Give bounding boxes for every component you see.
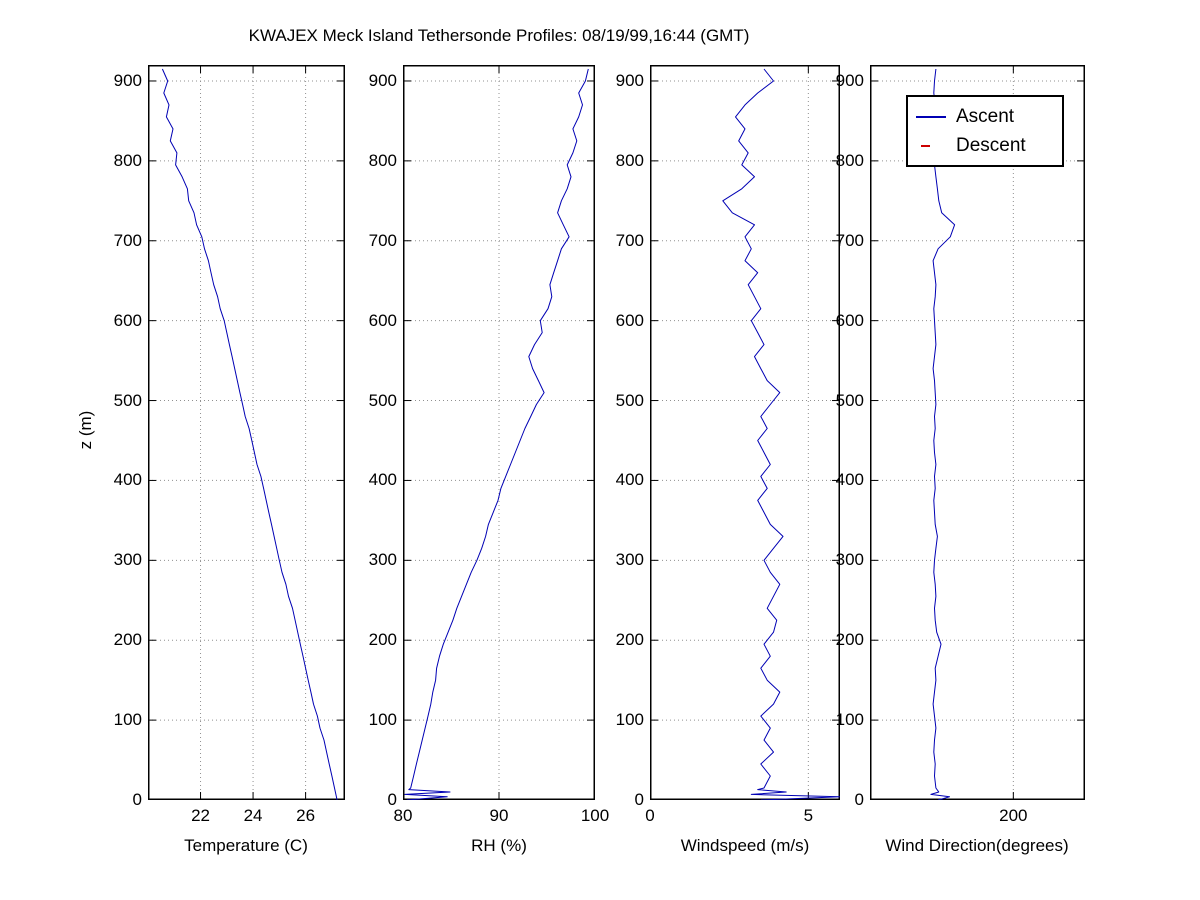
y-tick-label: 200: [615, 630, 644, 650]
y-tick-label: 800: [835, 150, 864, 170]
x-axis-label-winddirection: Wind Direction(degrees): [885, 836, 1069, 855]
profile-line-ascent: [722, 68, 841, 801]
y-tick-label: 100: [113, 710, 142, 730]
y-tick-label: 700: [835, 230, 864, 250]
profile-line-ascent: [161, 68, 338, 801]
x-tick-label: 100: [580, 806, 610, 825]
y-tick-label: 100: [368, 710, 397, 730]
plot-area-0: [148, 65, 345, 801]
descent-line-sample-icon: [916, 144, 950, 147]
y-tick-label: 900: [615, 70, 644, 90]
y-tick-label: 700: [615, 230, 644, 250]
ascent-line-sample-icon: [916, 115, 950, 118]
x-tick-label: 26: [296, 806, 316, 825]
x-axis-label-temperature: Temperature (C): [184, 836, 308, 855]
y-tick-label: 900: [368, 70, 397, 90]
legend-entry-descent: Descent: [916, 131, 1054, 160]
plot-panel-3: [870, 65, 1085, 801]
y-tick-label: 400: [368, 470, 397, 490]
y-tick-label: 500: [368, 390, 397, 410]
y-tick-label: 600: [368, 310, 397, 330]
axis-box: [650, 65, 840, 800]
y-tick-label: 400: [615, 470, 644, 490]
x-tick-label: 22: [191, 806, 210, 825]
y-tick-label: 0: [387, 790, 397, 809]
y-tick-label: 0: [854, 790, 864, 809]
profile-line-ascent: [930, 68, 956, 801]
y-tick-label: 0: [132, 790, 142, 809]
x-tick-label: 200: [999, 806, 1028, 825]
x-axis-label-rh: RH (%): [471, 836, 527, 855]
y-tick-label: 900: [113, 70, 142, 90]
y-tick-label: 400: [113, 470, 142, 490]
y-tick-label: 600: [615, 310, 644, 330]
y-tick-label: 900: [835, 70, 864, 90]
y-tick-label: 300: [113, 550, 142, 570]
y-tick-label: 500: [835, 390, 864, 410]
plot-panel-2: [649, 65, 841, 801]
legend: Ascent Descent: [906, 95, 1064, 167]
figure-title: KWAJEX Meck Island Tethersonde Profiles:…: [248, 26, 750, 45]
y-tick-label: 700: [368, 230, 397, 250]
y-axis-label: z (m): [76, 410, 95, 450]
x-tick-label: 24: [243, 806, 263, 825]
plot-panel-1: [402, 65, 596, 801]
x-tick-label: 90: [489, 806, 509, 825]
y-tick-label: 200: [835, 630, 864, 650]
legend-label-descent: Descent: [956, 134, 1026, 156]
legend-label-ascent: Ascent: [956, 105, 1015, 127]
x-axis-label-windspeed: Windspeed (m/s): [680, 836, 810, 855]
y-tick-label: 0: [634, 790, 644, 809]
y-tick-label: 300: [615, 550, 644, 570]
x-tick-label: 5: [803, 806, 814, 825]
y-tick-label: 800: [615, 150, 644, 170]
y-tick-label: 600: [835, 310, 864, 330]
y-tick-label: 500: [615, 390, 644, 410]
plot-area-2: [649, 65, 841, 801]
y-tick-label: 300: [368, 550, 397, 570]
plot-area-3: [870, 65, 1085, 801]
x-tick-label: 0: [645, 806, 655, 825]
y-tick-label: 400: [835, 470, 864, 490]
y-tick-label: 500: [113, 390, 142, 410]
y-tick-label: 600: [113, 310, 142, 330]
axis-box: [870, 65, 1085, 800]
x-tick-label: 80: [393, 806, 413, 825]
y-tick-label: 100: [615, 710, 644, 730]
axis-box: [403, 65, 595, 800]
plot-area-1: [402, 65, 596, 801]
plot-panel-0: [148, 65, 345, 801]
legend-entry-ascent: Ascent: [916, 102, 1054, 131]
y-tick-label: 300: [835, 550, 864, 570]
profile-line-ascent: [404, 68, 589, 801]
y-tick-label: 100: [835, 710, 864, 730]
y-tick-label: 200: [113, 630, 142, 650]
y-tick-label: 800: [368, 150, 397, 170]
axis-box: [148, 65, 345, 800]
y-tick-label: 700: [113, 230, 142, 250]
y-tick-label: 200: [368, 630, 397, 650]
y-tick-label: 800: [113, 150, 142, 170]
